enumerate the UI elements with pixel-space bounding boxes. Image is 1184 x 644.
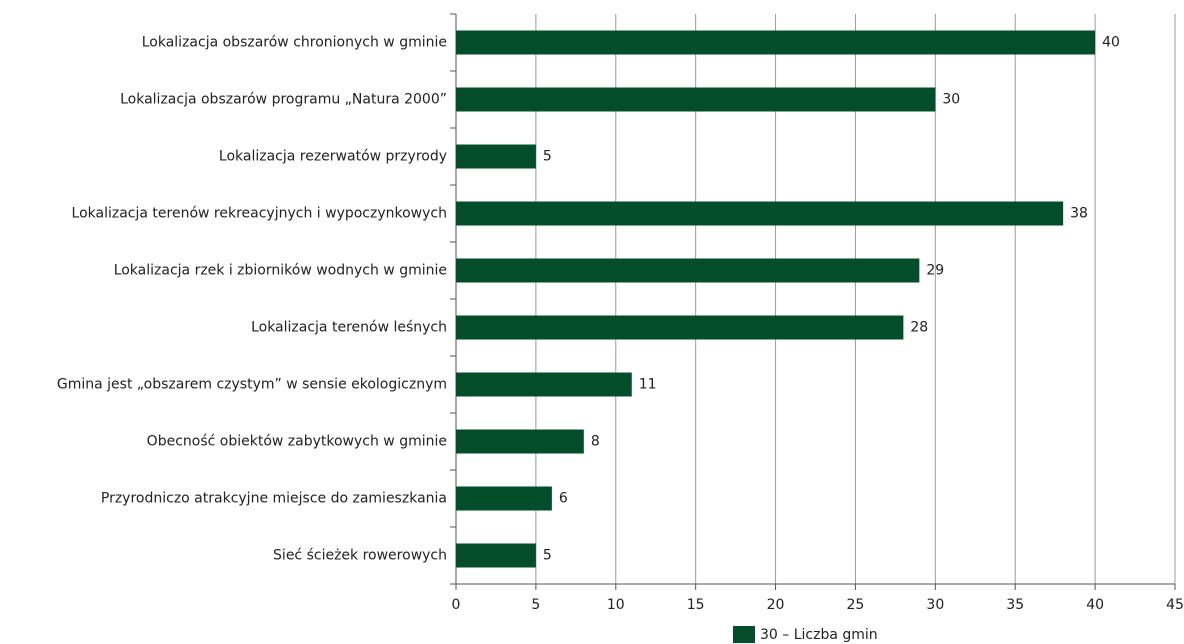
x-tick-label: 45 (1166, 597, 1184, 613)
x-tick-label: 5 (531, 597, 540, 613)
y-tick-label: Sieć ścieżek rowerowych (273, 548, 447, 564)
y-tick-label: Lokalizacja obszarów chronionych w gmini… (142, 35, 447, 51)
y-tick-label: Lokalizacja terenów leśnych (251, 320, 447, 336)
data-label: 38 (1070, 206, 1088, 222)
legend-label: 30 – Liczba gmin (760, 627, 878, 643)
bar (456, 144, 536, 169)
bar (456, 543, 536, 568)
bar (456, 30, 1096, 55)
bar (456, 486, 552, 511)
data-label: 5 (543, 149, 552, 165)
bar (456, 201, 1064, 226)
y-tick-label: Gmina jest „obszarem czystym” w sensie e… (57, 377, 447, 393)
y-tick-label: Lokalizacja terenów rekreacyjnych i wypo… (72, 206, 447, 222)
y-tick-label: Lokalizacja rzek i zbiorników wodnych w … (114, 263, 447, 279)
data-label: 6 (559, 491, 568, 507)
data-label: 40 (1102, 35, 1120, 51)
x-tick-label: 20 (767, 597, 785, 613)
bar (456, 315, 904, 340)
x-tick-label: 0 (452, 597, 461, 613)
data-label: 5 (543, 548, 552, 564)
x-tick-label: 15 (687, 597, 705, 613)
y-tick-label: Obecność obiektów zabytkowych w gminie (147, 434, 447, 450)
y-tick-label: Przyrodniczo atrakcyjne miejsce do zamie… (101, 491, 447, 507)
bar (456, 258, 920, 283)
y-tick-label: Lokalizacja obszarów programu „Natura 20… (120, 92, 447, 108)
bar (456, 87, 936, 112)
bar (456, 372, 632, 397)
data-label: 11 (639, 377, 657, 393)
x-tick-label: 40 (1086, 597, 1104, 613)
legend-swatch (733, 626, 755, 643)
data-label: 30 (942, 92, 960, 108)
x-tick-label: 35 (1006, 597, 1024, 613)
x-tick-label: 25 (847, 597, 865, 613)
x-tick-label: 30 (926, 597, 944, 613)
x-tick-label: 10 (607, 597, 625, 613)
data-label: 29 (926, 263, 944, 279)
data-label: 28 (910, 320, 928, 336)
y-tick-label: Lokalizacja rezerwatów przyrody (219, 149, 447, 165)
data-label: 8 (591, 434, 600, 450)
bar (456, 429, 584, 454)
